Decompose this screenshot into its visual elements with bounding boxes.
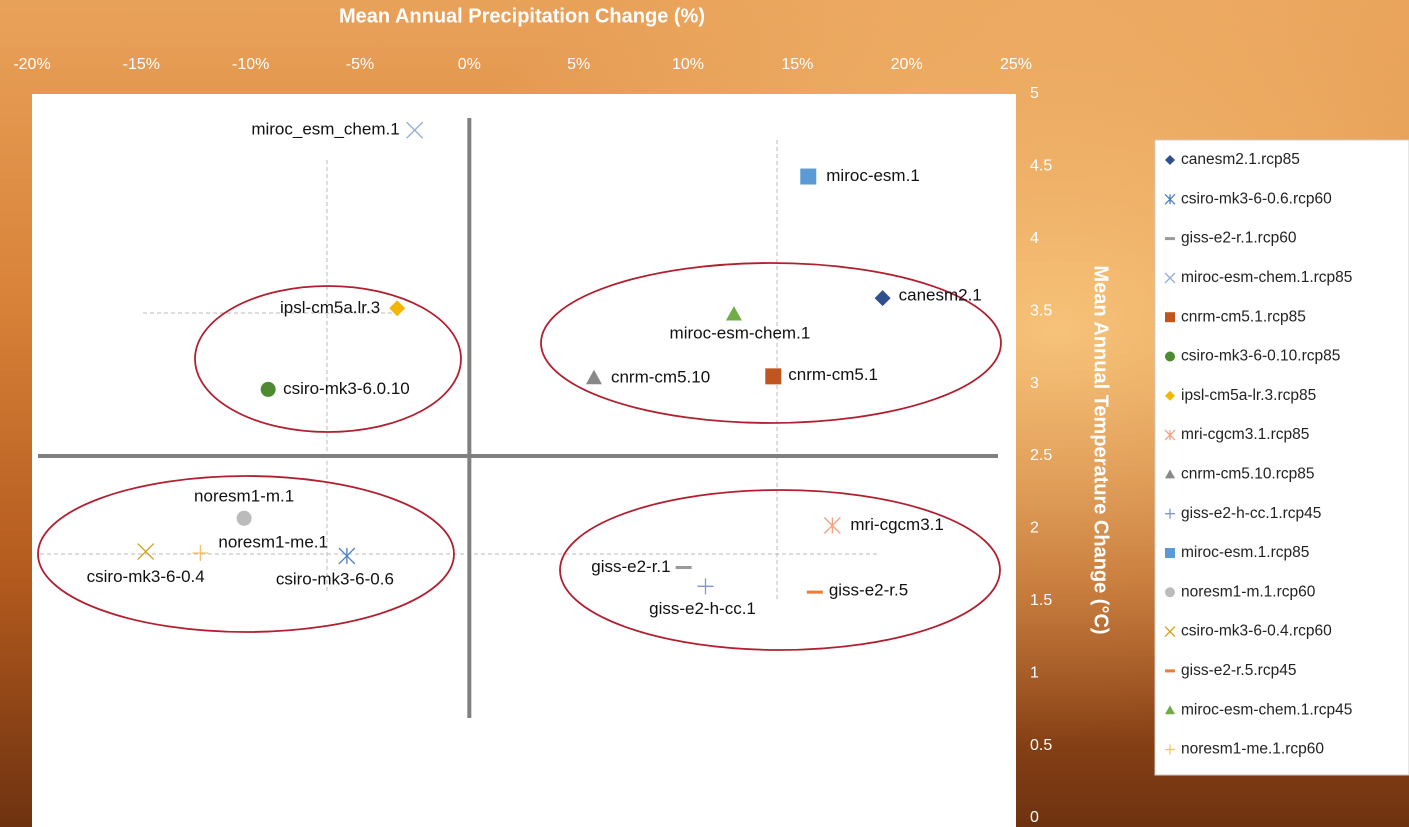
cluster-ellipse	[194, 285, 462, 433]
cluster-ellipse	[540, 262, 1002, 424]
marker	[1165, 705, 1175, 715]
marker	[1164, 626, 1176, 638]
x-tick-label: 10%	[672, 56, 704, 73]
marker	[725, 306, 742, 321]
data-label: cnrm-cm5.10	[611, 367, 710, 386]
marker	[338, 547, 356, 565]
marker	[1165, 469, 1175, 479]
cluster-ellipses	[37, 262, 1002, 651]
data-label: canesm2.1	[899, 286, 982, 305]
legend-label: miroc-esm-chem.1.rcp85	[1181, 269, 1352, 286]
marker	[1164, 193, 1176, 205]
x-tick-label: -15%	[123, 56, 160, 73]
marker	[406, 121, 424, 139]
marker	[389, 300, 406, 317]
legend-label: miroc-esm-chem.1.rcp45	[1181, 701, 1352, 718]
marker	[585, 369, 602, 385]
y-tick-label: 2.5	[1030, 447, 1052, 464]
y-tick-label: 4	[1030, 230, 1039, 247]
marker	[260, 381, 276, 397]
marker	[1165, 548, 1175, 558]
guide-lines	[40, 140, 880, 600]
marker	[823, 517, 841, 534]
x-tick-label: 20%	[891, 56, 923, 73]
chart-title: Mean Annual Precipitation Change (%)	[339, 5, 705, 27]
marker	[1165, 390, 1175, 401]
marker	[1165, 312, 1175, 323]
legend-label: noresm1-m.1.rcp60	[1181, 583, 1316, 600]
marker	[765, 368, 782, 385]
y-axis-title: Mean Annual Temperature Change (°C)	[1090, 265, 1112, 634]
marker	[1165, 744, 1175, 755]
marker	[1164, 429, 1176, 441]
data-label: giss-e2-h-cc.1	[649, 599, 756, 618]
y-tick-label: 0	[1030, 809, 1039, 826]
data-label: miroc-esm.1	[826, 166, 920, 185]
data-label: cnrm-cm5.1	[788, 365, 878, 384]
marker	[236, 510, 252, 526]
x-tick-label: -10%	[232, 56, 269, 73]
marker	[800, 168, 817, 185]
y-tick-label: 3	[1030, 375, 1039, 392]
data-label: noresm1-m.1	[194, 487, 294, 506]
data-label: noresm1-me.1	[218, 533, 328, 552]
cluster-ellipse	[37, 475, 455, 633]
marker	[874, 290, 891, 307]
marker	[1165, 351, 1175, 362]
x-tick-label: -5%	[346, 56, 374, 73]
data-label: giss-e2-r.5	[829, 581, 908, 600]
legend-box	[1154, 139, 1409, 776]
y-tick-label: 5	[1030, 85, 1039, 102]
marker	[1164, 272, 1176, 284]
data-label: ipsl-cm5a.lr.3	[280, 298, 380, 317]
y-tick-label: 1	[1030, 664, 1039, 681]
legend-label: noresm1-me.1.rcp60	[1181, 741, 1324, 758]
data-label: csiro-mk3-6-0.4	[87, 567, 205, 586]
legend-label: miroc-esm.1.rcp85	[1181, 544, 1309, 561]
legend-label: giss-e2-h-cc.1.rcp45	[1181, 505, 1321, 522]
marker	[697, 578, 714, 595]
legend-label: ipsl-cm5a-lr.3.rcp85	[1181, 387, 1316, 404]
marker	[1165, 587, 1175, 598]
legend-label: giss-e2-r.5.rcp45	[1181, 662, 1296, 679]
x-tick-label: 0%	[458, 56, 481, 73]
data-label: miroc-esm-chem.1	[670, 324, 811, 343]
legend-label: cnrm-cm5.1.rcp85	[1181, 308, 1306, 325]
y-tick-label: 1.5	[1030, 592, 1052, 609]
legend-label: csiro-mk3-6-0.4.rcp60	[1181, 623, 1332, 640]
data-label: giss-e2-r.1	[591, 557, 670, 576]
x-tick-label: 15%	[781, 56, 813, 73]
x-tick-label: 25%	[1000, 56, 1032, 73]
x-tick-label: -20%	[13, 56, 50, 73]
legend-label: mri-cgcm3.1.rcp85	[1181, 426, 1309, 443]
data-label: miroc_esm_chem.1	[251, 120, 399, 139]
marker	[192, 545, 209, 562]
marker	[1165, 508, 1175, 519]
y-tick-label: 0.5	[1030, 737, 1052, 754]
legend-label: giss-e2-r.1.rcp60	[1181, 230, 1297, 247]
legend-label: csiro-mk3-6-0.6.rcp60	[1181, 190, 1332, 207]
legend-label: cnrm-cm5.10.rcp85	[1181, 465, 1315, 482]
x-tick-label: 5%	[567, 56, 590, 73]
marker	[137, 543, 155, 561]
data-label: csiro-mk3-6.0.10	[283, 379, 410, 398]
plot-area	[32, 94, 1016, 827]
y-tick-label: 2	[1030, 520, 1039, 537]
legend-label: canesm2.1.rcp85	[1181, 151, 1300, 168]
data-label: csiro-mk3-6-0.6	[276, 569, 394, 588]
cluster-ellipse	[559, 489, 1001, 651]
y-tick-label: 4.5	[1030, 158, 1052, 175]
data-label: mri-cgcm3.1	[850, 515, 944, 534]
y-tick-label: 3.5	[1030, 302, 1052, 319]
legend-label: csiro-mk3-6-0.10.rcp85	[1181, 348, 1340, 365]
marker	[1165, 155, 1175, 165]
